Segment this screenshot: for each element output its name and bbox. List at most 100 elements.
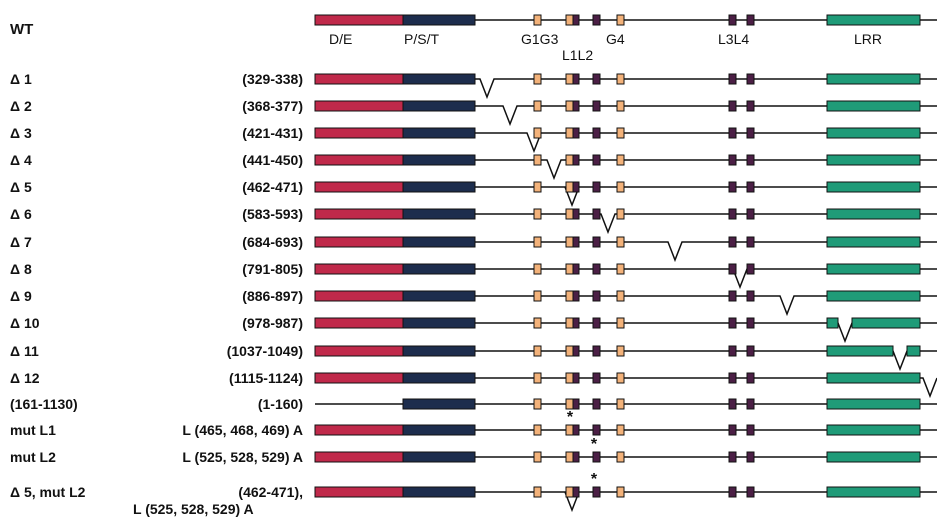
row-name: Δ 5, mut L2 — [10, 484, 86, 500]
g4-box — [616, 451, 625, 463]
g4-box — [616, 127, 625, 139]
construct-row: Δ 3 (421-431) — [10, 125, 937, 154]
l3-box — [728, 424, 737, 436]
lrr-domain-part — [826, 345, 894, 357]
g3-box — [565, 345, 574, 357]
construct-row: Δ 7 (684-693) — [10, 234, 937, 263]
g3-box — [565, 424, 574, 436]
l1-box — [572, 345, 580, 357]
row-range: (329-338) — [242, 71, 303, 87]
g1-box — [533, 263, 542, 275]
row-range: (684-693) — [242, 234, 303, 250]
row-range: (1115-1124) — [229, 370, 303, 386]
wt-g1-box — [533, 14, 542, 26]
construct-row: Δ 5, mut L2 (462-471), * — [10, 471, 937, 513]
l4-box — [746, 236, 755, 248]
row-name: Δ 1 — [10, 71, 32, 87]
g1-box — [533, 372, 542, 384]
g4-box — [616, 154, 625, 166]
de-domain — [314, 236, 404, 248]
lrr-domain — [826, 263, 921, 275]
l2-box — [592, 100, 601, 112]
l4-box — [746, 345, 755, 357]
g4-box — [616, 263, 625, 275]
pst-domain — [402, 127, 476, 139]
l2-box — [592, 236, 601, 248]
l3-box — [728, 372, 737, 384]
pst-domain — [402, 317, 476, 329]
construct-row: Δ 4 (441-450) — [10, 152, 937, 181]
l2-box — [592, 127, 601, 139]
row-range: (462-471) — [242, 179, 303, 195]
l1-box — [572, 451, 580, 463]
l4-box — [746, 290, 755, 302]
g1-box — [533, 486, 542, 498]
g1-box — [533, 345, 542, 357]
g4-box — [616, 100, 625, 112]
g3-box — [565, 236, 574, 248]
row-backbone — [315, 491, 937, 513]
row-range: (978-987) — [242, 315, 303, 331]
construct-row: Δ 10 (978-987) — [10, 315, 937, 344]
row-name: Δ 12 — [10, 370, 40, 386]
row-range: L (525, 528, 529) A — [182, 449, 303, 465]
row-range: (462-471), — [238, 484, 303, 500]
g1-box — [533, 290, 542, 302]
g1-box — [533, 208, 542, 220]
l4-box — [746, 73, 755, 85]
l3-box — [728, 398, 737, 410]
lrr-domain — [826, 154, 921, 166]
l4-box — [746, 263, 755, 275]
de-domain — [314, 424, 404, 436]
l2-box — [592, 372, 601, 384]
l1-box — [572, 154, 580, 166]
de-domain — [314, 154, 404, 166]
wt-l1-box — [572, 14, 580, 26]
wt-de-domain — [314, 14, 404, 26]
construct-row: Δ 5 (462-471) — [10, 179, 937, 208]
pst-domain — [402, 181, 476, 193]
g1-box — [533, 424, 542, 436]
l1-box — [572, 181, 580, 193]
row-name: Δ 6 — [10, 206, 32, 222]
l1-box — [572, 73, 580, 85]
l3-box — [728, 317, 737, 329]
label-de: D/E — [329, 31, 352, 47]
l2-box — [592, 486, 601, 498]
g3-box — [565, 127, 574, 139]
l2-box — [592, 451, 601, 463]
pst-domain — [402, 208, 476, 220]
pst-domain — [402, 398, 476, 410]
g1-box — [533, 73, 542, 85]
g1-box — [533, 236, 542, 248]
g3-box — [565, 372, 574, 384]
lrr-domain — [826, 73, 921, 85]
g3-box — [565, 290, 574, 302]
g1-box — [533, 181, 542, 193]
lrr-domain-part — [826, 317, 839, 329]
de-domain — [314, 127, 404, 139]
lrr-domain — [826, 236, 921, 248]
l2-box — [592, 208, 601, 220]
lrr-domain — [826, 398, 921, 410]
construct-row: Δ 8 (791-805) — [10, 261, 937, 290]
mutation-asterisk: * — [591, 436, 598, 453]
l2-box — [592, 424, 601, 436]
row-name: Δ 4 — [10, 152, 32, 168]
row-range: L (465, 468, 469) A — [182, 422, 303, 438]
row-backbone — [315, 186, 937, 208]
g1-box — [533, 451, 542, 463]
pst-domain — [402, 263, 476, 275]
construct-row: mut L1 L (465, 468, 469) A * — [10, 409, 937, 438]
mutation-asterisk: * — [591, 471, 598, 488]
l3-box — [728, 451, 737, 463]
wt-l2-box — [592, 14, 601, 26]
label-l3l4: L3L4 — [718, 31, 749, 47]
mutation-asterisk: * — [567, 409, 574, 426]
l1-box — [572, 263, 580, 275]
pst-domain — [402, 236, 476, 248]
g4-box — [616, 208, 625, 220]
g1-box — [533, 127, 542, 139]
g4-box — [616, 345, 625, 357]
g3-box — [565, 73, 574, 85]
